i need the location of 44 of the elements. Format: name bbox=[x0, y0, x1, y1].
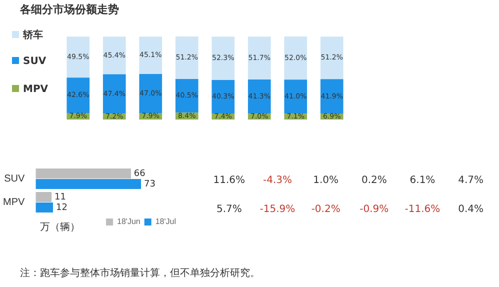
text: -15.9% bbox=[258, 204, 296, 215]
bar bbox=[175, 79, 198, 113]
data-label: 12 bbox=[56, 202, 68, 213]
legend-label: 轿车 bbox=[22, 28, 44, 43]
bar bbox=[102, 36, 126, 74]
bar bbox=[36, 192, 52, 202]
text: 万（辆） bbox=[40, 221, 80, 234]
text: 5.7% bbox=[215, 204, 243, 215]
bar bbox=[36, 179, 142, 190]
text: 11.6% bbox=[212, 175, 246, 186]
bar bbox=[36, 202, 53, 213]
legend-label: 18'Jul bbox=[155, 217, 176, 226]
data-label: 66 bbox=[134, 168, 146, 179]
text: 注：跑车参与整体市场销量计算，但不单独分析研究。 bbox=[20, 266, 260, 280]
bar bbox=[175, 36, 198, 80]
data-label: 73 bbox=[144, 179, 156, 190]
text: -0.2% bbox=[310, 204, 342, 215]
bar bbox=[66, 78, 90, 114]
legend-label: SUV bbox=[22, 56, 48, 69]
bar bbox=[248, 80, 271, 114]
bar bbox=[320, 79, 344, 114]
text: 1.0% bbox=[312, 175, 340, 186]
text: -4.3% bbox=[262, 175, 293, 186]
text: -0.9% bbox=[358, 204, 390, 215]
bar bbox=[36, 168, 131, 178]
bar bbox=[248, 36, 271, 80]
bar bbox=[212, 36, 235, 80]
chart-title: 各细分市场份额走势 bbox=[20, 2, 119, 17]
data-label: 11 bbox=[54, 192, 66, 202]
text: -11.6% bbox=[404, 204, 442, 215]
text: 0.4% bbox=[457, 204, 485, 215]
bar bbox=[284, 80, 308, 114]
bar bbox=[102, 74, 126, 114]
bar bbox=[284, 36, 308, 80]
bar bbox=[139, 36, 162, 74]
bar bbox=[212, 80, 235, 114]
bar bbox=[320, 36, 344, 80]
legend-label: MPV bbox=[22, 84, 48, 97]
legend-label: 18'Jun bbox=[117, 217, 140, 226]
bar bbox=[139, 74, 162, 114]
text: 6.1% bbox=[408, 175, 436, 186]
text: 0.2% bbox=[360, 175, 388, 186]
text: 4.7% bbox=[457, 175, 485, 186]
bar bbox=[66, 36, 90, 78]
